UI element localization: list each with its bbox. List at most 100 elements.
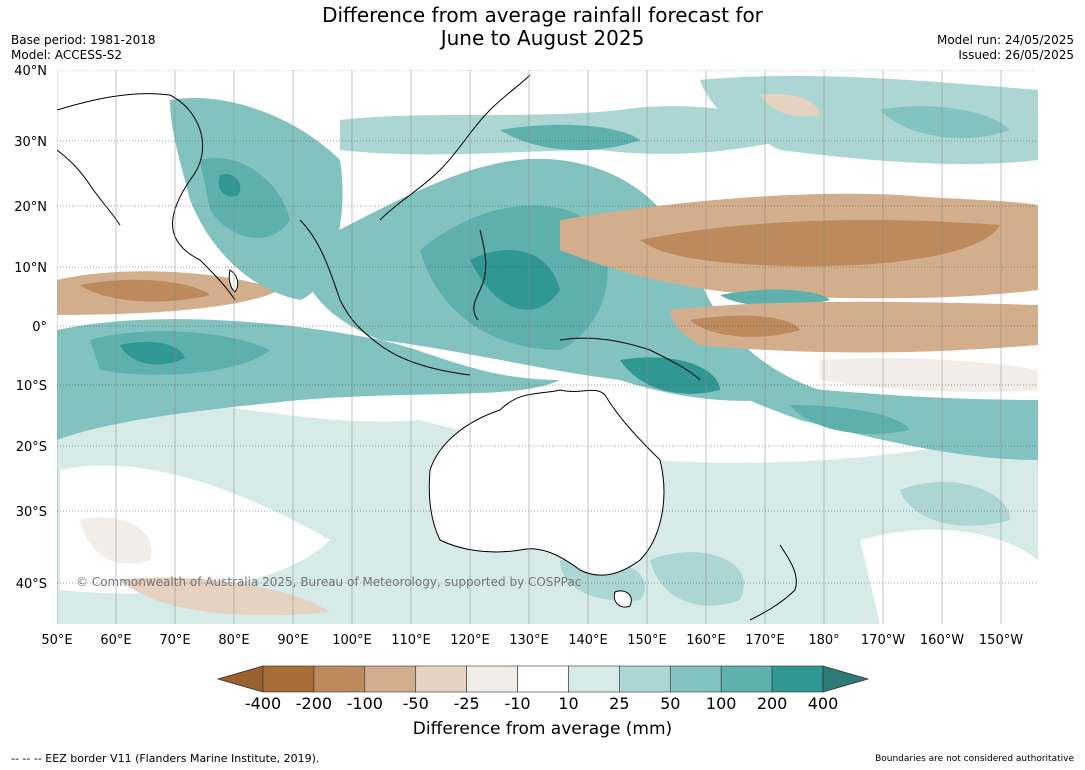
east-asia-coast [379, 74, 531, 221]
north-pacific-dry-core [640, 220, 1000, 267]
lon-label-150e: 150°E [627, 633, 667, 648]
colorbar-box [517, 665, 569, 693]
lat-label-20s: 20°S [16, 440, 47, 455]
arabian-sea-dry-core [80, 279, 210, 302]
china-sea-wet [500, 124, 640, 151]
lon-label-130e: 130°E [509, 633, 549, 648]
new-zealand-coast [749, 544, 797, 621]
lon-label-70e: 70°E [159, 633, 190, 648]
lat-label-10s: 10°S [16, 379, 47, 394]
colorbar-tick-label: -50 [403, 694, 429, 713]
indian-ocean-wet-max [120, 341, 185, 365]
north-pacific-teal-core [880, 106, 1010, 139]
australia-landmass [428, 389, 665, 576]
lon-label-100e: 100°E [332, 633, 372, 648]
colorbar-box [364, 665, 417, 693]
model-run: Model run: 24/05/2025 [936, 33, 1074, 47]
equatorial-pacific-dry-core [690, 315, 800, 337]
lon-label-60e: 60°E [100, 633, 131, 648]
india-wet-max [218, 174, 241, 197]
lat-label-40s: 40°S [16, 577, 47, 592]
lon-label-140e: 140°E [568, 633, 608, 648]
map-title: Difference from average rainfall forecas… [0, 4, 1085, 50]
colorbar-boxes [262, 665, 824, 693]
lon-label-160e: 160°E [686, 633, 726, 648]
meta-left: Base period: 1981-2018 Model: ACCESS-S2 [11, 33, 156, 63]
colorbar-title: Difference from average (mm) [412, 719, 673, 739]
colorbar-tick-labels: -400 -200 -100 -50 -25 -10 10 25 50 100 200 400 [245, 694, 838, 713]
lat-label-30s: 30°S [16, 505, 47, 520]
lon-label-120e: 120°E [450, 633, 490, 648]
lon-label-50e: 50°E [41, 633, 72, 648]
colorbar-tick-label: 50 [660, 694, 680, 713]
lat-label-40n: 40°N [14, 64, 47, 79]
tasmania [613, 590, 632, 608]
tasman-teal [650, 552, 744, 606]
colorbar-box [619, 665, 671, 693]
south-asia-coast [57, 93, 236, 301]
eez-border-note: -- -- -- EEZ border V11 (Flanders Marine… [11, 752, 320, 765]
model-name: Model: ACCESS-S2 [11, 48, 123, 62]
sri-lanka [228, 269, 239, 293]
lon-label-170e: 170°E [745, 633, 785, 648]
lat-label-10n: 10°N [14, 261, 47, 276]
boundaries-disclaimer: Boundaries are not considered authoritat… [875, 754, 1074, 764]
longitude-labels: 50°E 60°E 70°E 80°E 90°E 100°E 110°E 120… [41, 633, 1023, 648]
lat-label-20n: 20°N [14, 200, 47, 215]
equatorial-pacific-dry [670, 301, 1038, 353]
arabia-coast [57, 149, 121, 226]
se-white-area [860, 529, 1038, 624]
colorbar-tick-label: 200 [757, 694, 788, 713]
south-pacific-faint-dry [820, 358, 1038, 392]
colorbar-tick-label: 10 [558, 694, 578, 713]
colorbar-tick-label: 25 [609, 694, 629, 713]
lon-label-80e: 80°E [218, 633, 249, 648]
title-line-1: Difference from average rainfall forecas… [322, 3, 763, 27]
colorbar-under-arrow [216, 665, 264, 693]
colorbar-box [720, 665, 773, 693]
longitude-gridlines [57, 70, 1002, 624]
lon-label-110e: 110°E [391, 633, 431, 648]
se-pacific-teal [900, 481, 1010, 526]
philippines-coast [473, 229, 487, 321]
colorbar-tick-label: 100 [706, 694, 737, 713]
copyright-notice: © Commonwealth of Australia 2025, Bureau… [76, 575, 581, 589]
southeast-asia-coast [299, 219, 471, 376]
lon-label-90e: 90°E [277, 633, 308, 648]
colorbar-tick-label: -200 [296, 694, 332, 713]
colorbar-tick-label: -100 [347, 694, 383, 713]
lat-label-30n: 30°N [14, 135, 47, 150]
colorbar-tick-label: -10 [504, 694, 530, 713]
north-pacific-brown-spot [760, 93, 820, 117]
lat-label-0: 0° [32, 320, 47, 335]
new-guinea-coast [559, 337, 701, 381]
colorbar-tick-label: 400 [808, 694, 839, 713]
lon-label-160w: 160°W [920, 633, 964, 648]
colorbar-box [313, 665, 366, 693]
lon-label-170w: 170°W [861, 633, 905, 648]
issued-date: Issued: 26/05/2025 [958, 48, 1074, 62]
coral-sea-wet-max [620, 357, 720, 394]
lon-label-180: 180° [808, 633, 839, 648]
colorbar: -400 -200 -100 -50 -25 -10 10 25 50 100 200 400 [216, 665, 870, 713]
colorbar-box [262, 665, 315, 693]
spcz-wet-core [790, 405, 910, 434]
west-pacific-wet-max [470, 250, 560, 310]
colorbar-box [669, 665, 722, 693]
base-period: Base period: 1981-2018 [11, 33, 156, 47]
latitude-labels: 40°N 30°N 20°N 10°N 0° 10°S 20°S 30°S 40… [14, 64, 47, 592]
colorbar-box [568, 665, 620, 693]
meta-right: Model run: 24/05/2025 Issued: 26/05/2025 [937, 33, 1074, 63]
colorbar-box [466, 665, 518, 693]
title-line-2: June to August 2025 [440, 26, 645, 50]
lon-label-150w: 150°W [979, 633, 1023, 648]
marshall-wet-spot [720, 289, 830, 307]
colorbar-box [771, 665, 824, 693]
colorbar-box [415, 665, 467, 693]
colorbar-tick-label: -400 [245, 694, 281, 713]
s-brown-patch [120, 577, 330, 616]
map-field: © Commonwealth of Australia 2025, Bureau… [57, 70, 1038, 624]
colorbar-over-arrow [822, 665, 870, 693]
colorbar-tick-label: -25 [454, 694, 480, 713]
